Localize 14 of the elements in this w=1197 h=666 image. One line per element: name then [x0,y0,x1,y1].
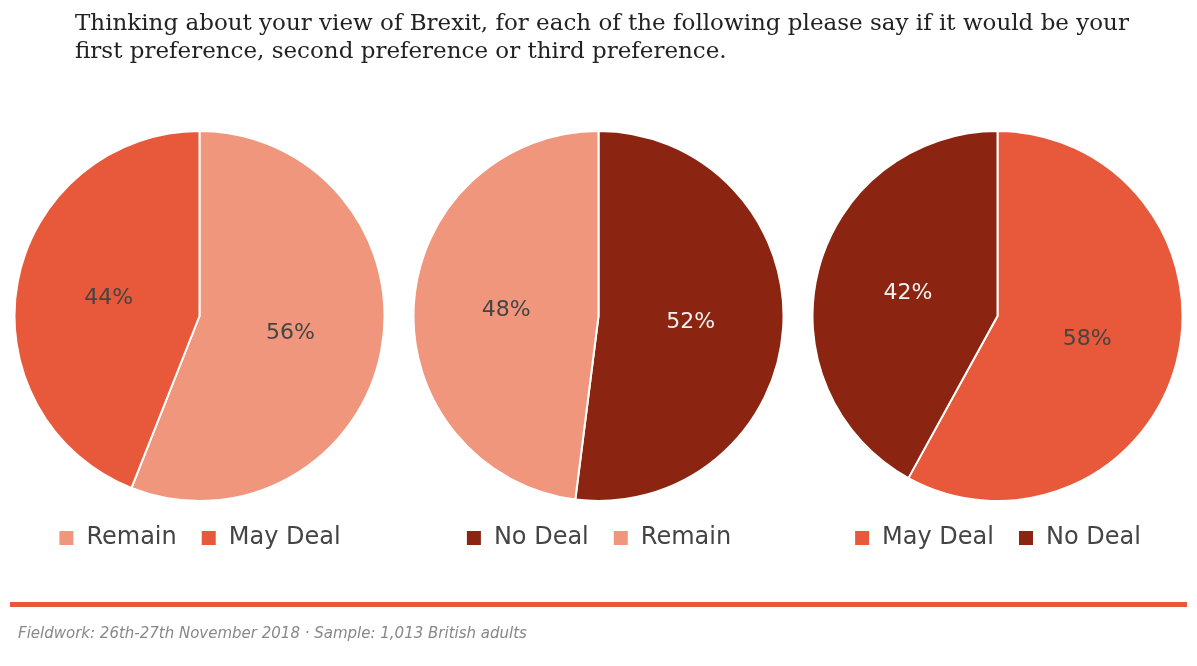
data-label: 52% [666,307,716,333]
data-label: 58% [1062,324,1112,350]
data-label: 56% [265,319,315,345]
legend-label: Remain [86,522,177,551]
legend-label: No Deal [493,522,589,551]
text: Fieldwork: 26th-27th November 2018 · Sample: 1,013 British adults [18,624,527,642]
legend-label: May Deal [882,522,994,551]
data-label: 42% [883,278,933,304]
legend-label: No Deal [1045,522,1141,551]
data-label: 48% [481,295,531,321]
legend-label: May Deal [228,522,341,551]
legend-label: Remain [640,522,732,551]
text: Thinking about your view of Brexit, for each of the following please say if it would be your first preference, second preference or third preference. [75,8,1130,64]
data-label: 44% [84,284,134,310]
